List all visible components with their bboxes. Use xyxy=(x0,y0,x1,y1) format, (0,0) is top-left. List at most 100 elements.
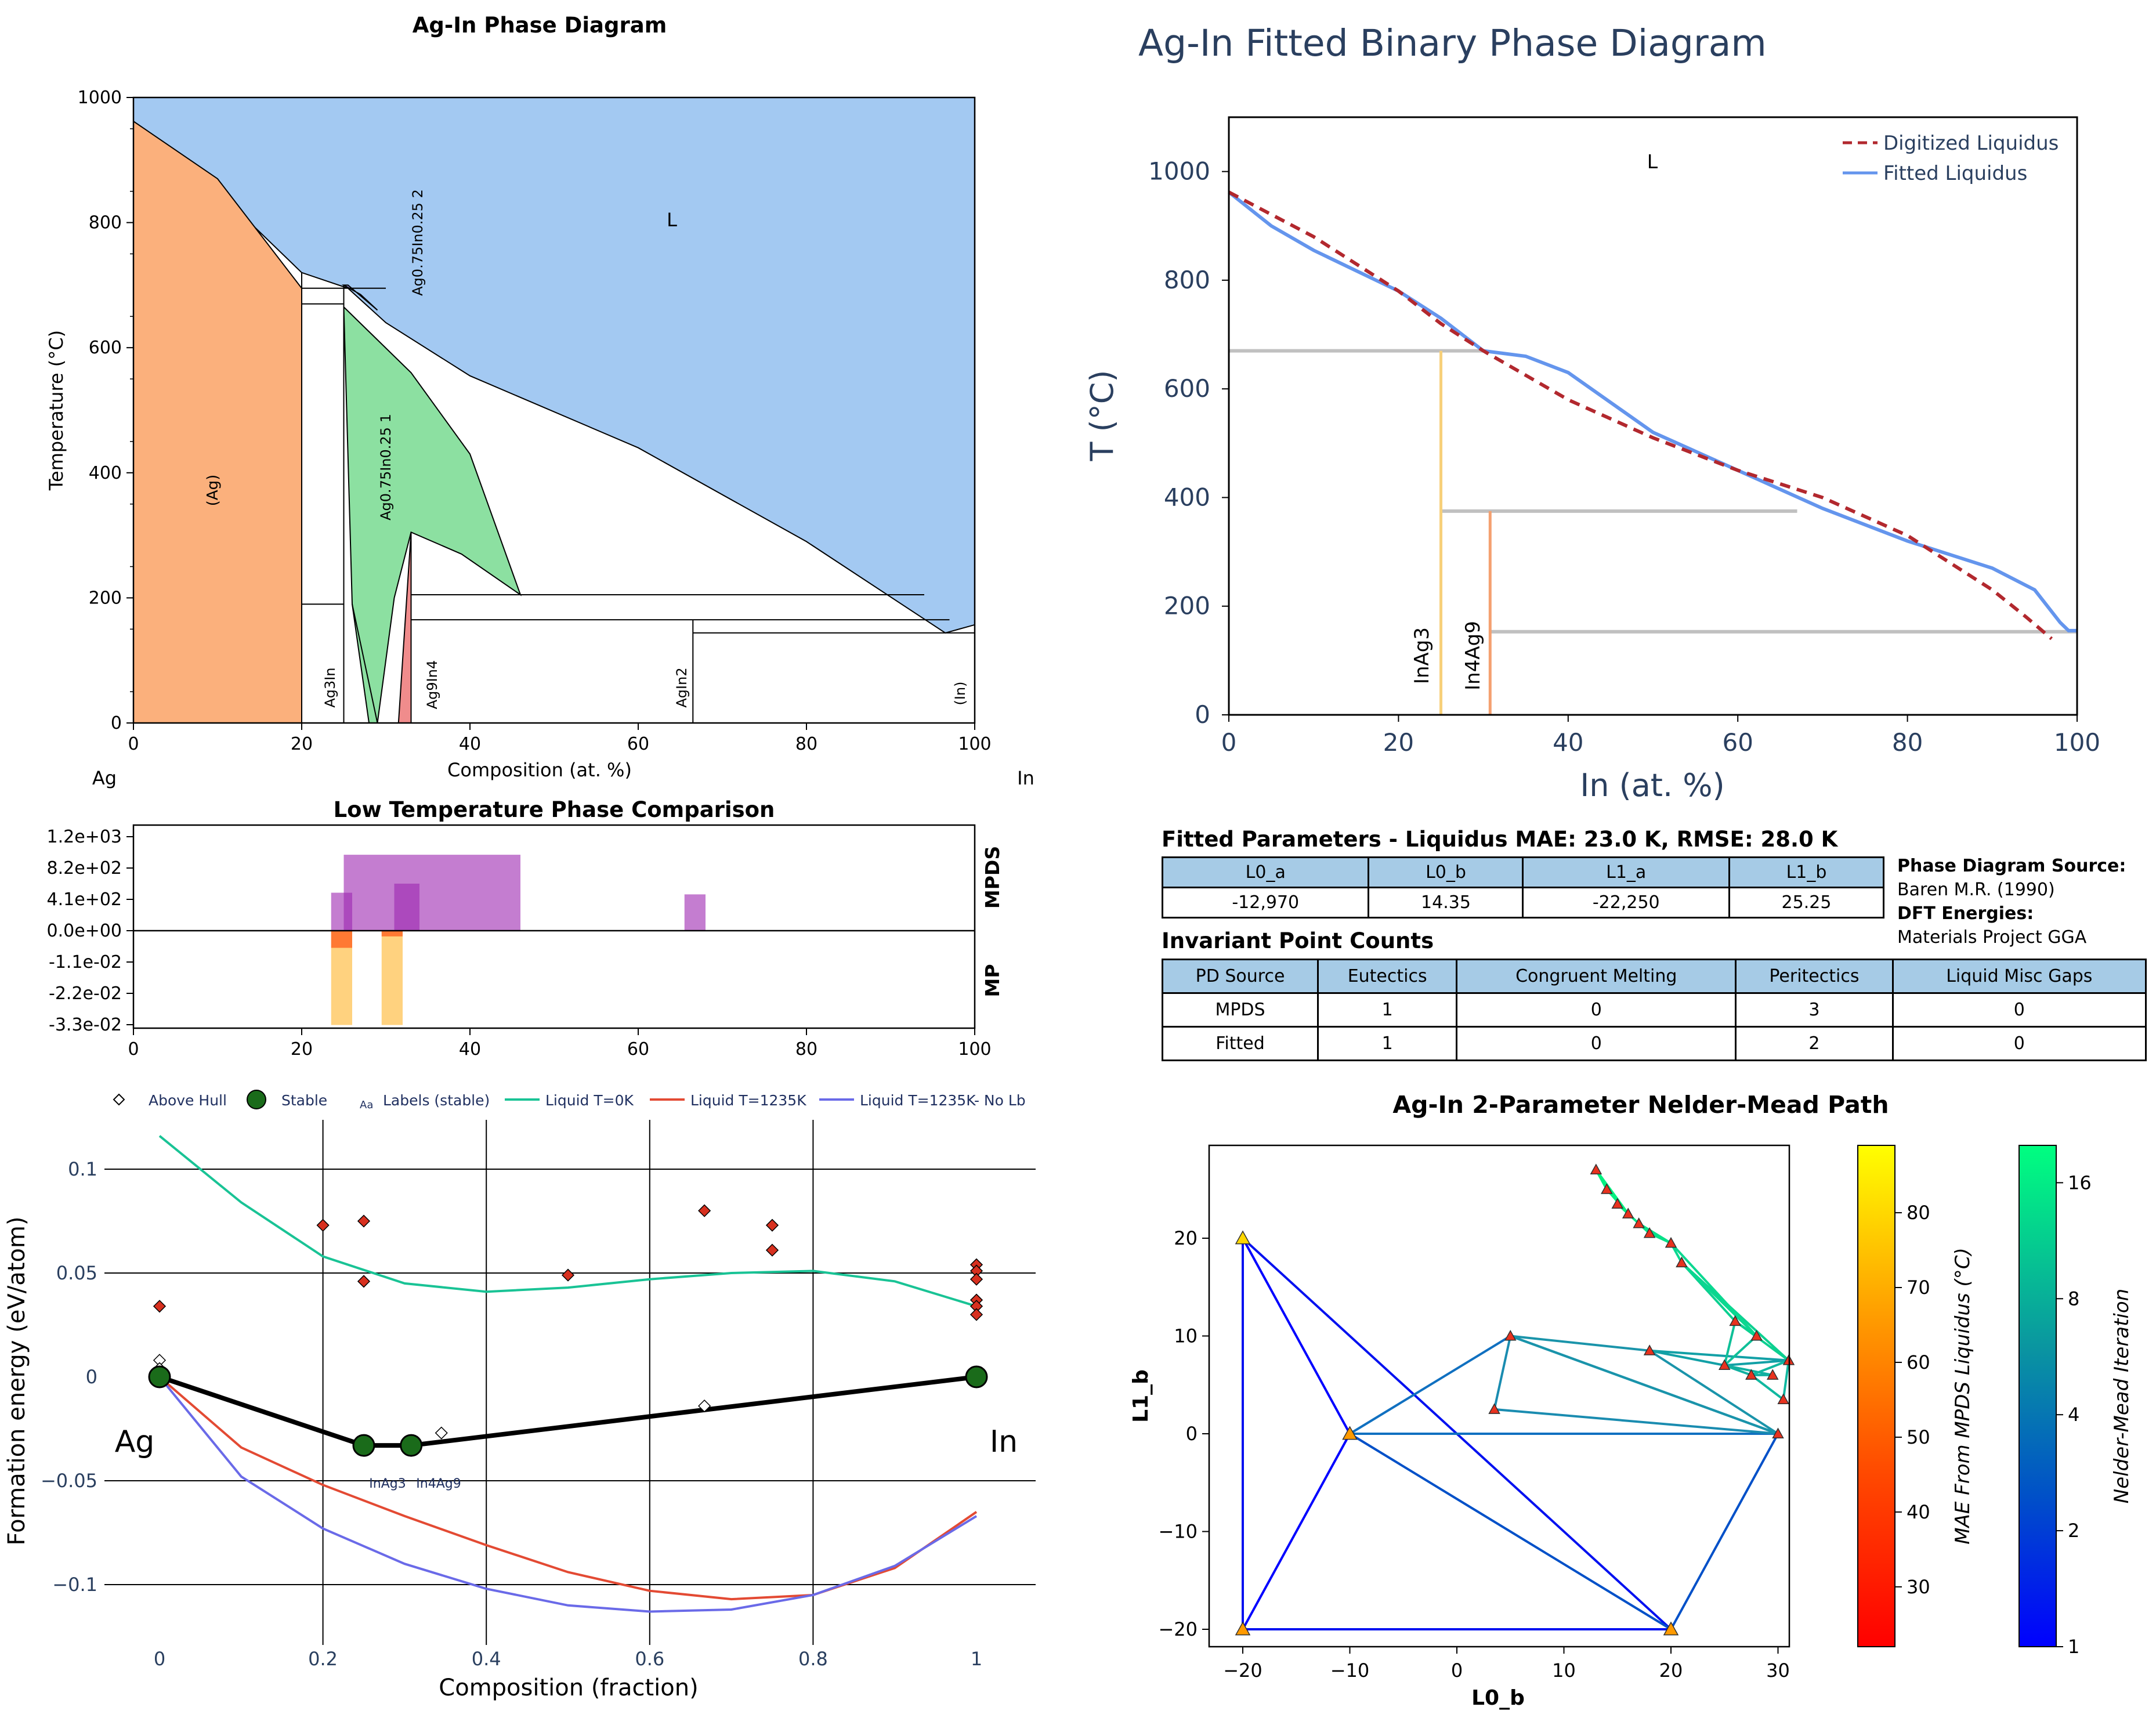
x-tick-label: −20 xyxy=(1223,1659,1263,1682)
phase-diagram-xlabel: Composition (at. %) xyxy=(447,759,632,781)
above-hull-marker xyxy=(316,1218,330,1232)
above-hull-marker xyxy=(765,1218,779,1232)
y-tick-label: -2.2e-02 xyxy=(49,983,122,1004)
y-tick-label: 1000 xyxy=(1148,157,1210,186)
fitted-xlabel: In (at. %) xyxy=(1580,767,1724,804)
legend-digitized: Digitized Liquidus xyxy=(1883,132,2059,155)
mp-bar xyxy=(381,931,403,1025)
above-hull-marker xyxy=(357,1275,371,1288)
x-tick-label: 0.2 xyxy=(308,1648,338,1670)
invariants-header: Congruent Melting xyxy=(1456,959,1737,994)
y-tick-label: 10 xyxy=(1174,1325,1198,1347)
hull-right-label: In xyxy=(990,1424,1018,1459)
region-label-ag3in: Ag3In xyxy=(322,667,338,707)
fitted-frame xyxy=(1228,116,2078,716)
x-tick-label: 40 xyxy=(459,1039,481,1060)
above-hull-marker xyxy=(153,1300,167,1313)
above-hull-marker xyxy=(698,1400,711,1413)
nm-plot: −20 −10 0 10 20 30 20 10 0 −10 −20 xyxy=(1158,1163,1795,1682)
hull-legend: Above Hull Stable Aa Labels (stable) Liq… xyxy=(113,1090,1026,1111)
x-tick-label: 20 xyxy=(291,734,313,754)
vertex-marker xyxy=(1643,1227,1656,1238)
fitted-ylabel: T (°C) xyxy=(1084,370,1120,462)
params-title: Fitted Parameters - Liquidus MAE: 23.0 K… xyxy=(1162,827,1838,852)
colorbar-tick-label: 2 xyxy=(2068,1520,2079,1542)
colorbar-tick-label: 60 xyxy=(1907,1351,1930,1373)
vertex-marker xyxy=(1766,1369,1779,1380)
y-tick-label: 4.1e+02 xyxy=(47,889,122,910)
x-tick-label: 80 xyxy=(795,734,817,754)
y-tick-label: 800 xyxy=(1164,266,1210,294)
colorbar-tick-label: 40 xyxy=(1907,1501,1930,1523)
iteration-colorbar-label: Nelder-Mead Iteration xyxy=(2110,1289,2133,1503)
invariants-header-row: PD Source Eutectics Congruent Melting Pe… xyxy=(1161,959,2147,994)
y-tick-label: 1.2e+03 xyxy=(47,827,122,847)
above-hull-marker xyxy=(698,1204,711,1217)
invariants-header: Eutectics xyxy=(1317,959,1458,994)
mpds-bar xyxy=(394,883,419,931)
y-tick-label: 200 xyxy=(89,588,122,608)
y-tick-label: 200 xyxy=(1164,592,1210,620)
digitized-liquidus xyxy=(1228,190,2053,641)
x-tick-label: 100 xyxy=(2054,728,2100,757)
hull-panel: Above Hull Stable Aa Labels (stable) Liq… xyxy=(3,1090,1036,1701)
params-value: 25.25 xyxy=(1728,887,1885,919)
x-tick-label: 60 xyxy=(1722,728,1753,757)
vertex-marker xyxy=(1504,1329,1517,1341)
legend-labels-marker: Aa xyxy=(360,1099,373,1111)
mpds-bar xyxy=(331,892,352,931)
params-value-row: -12,970 14.35 -22,250 25.25 xyxy=(1161,887,1885,919)
invariants-cell: 0 xyxy=(1456,992,1737,1028)
above-hull-marker xyxy=(970,1308,983,1321)
x-tick-label: 20 xyxy=(1659,1659,1683,1682)
legend-liq1235: Liquid T=1235K xyxy=(690,1092,806,1109)
params-header: L0_a xyxy=(1161,856,1370,888)
pd-source-label: Phase Diagram Source: xyxy=(1897,856,2126,876)
hull-plot: 0 0.2 0.4 0.6 0.8 1 0.1 0.05 0 −0.05 −0.1 xyxy=(41,1120,1036,1670)
legend-labels-stable: Labels (stable) xyxy=(383,1092,490,1109)
phase-region xyxy=(341,284,378,311)
vertex-marker xyxy=(1772,1427,1784,1438)
y-tick-label: 0.05 xyxy=(56,1262,97,1284)
comparison-frame xyxy=(132,824,976,1029)
nm-xlabel: L0_b xyxy=(1471,1686,1525,1710)
y-tick-label: 0 xyxy=(1186,1423,1198,1445)
legend-fitted: Fitted Liquidus xyxy=(1883,162,2027,185)
y-tick-label: 1000 xyxy=(78,88,122,108)
invariants-table: PD Source Eutectics Congruent Melting Pe… xyxy=(1161,959,2147,1061)
colorbar-tick-label: 50 xyxy=(1907,1426,1930,1448)
y-tick-label: 400 xyxy=(89,463,122,483)
x-tick-label: 60 xyxy=(627,734,649,754)
phase-diagram-title: Ag-In Phase Diagram xyxy=(413,13,667,38)
x-tick-label: 40 xyxy=(1553,728,1583,757)
x-tick-label: 0.4 xyxy=(472,1648,501,1670)
vertex-marker xyxy=(1665,1236,1677,1248)
y-tick-label: 20 xyxy=(1174,1227,1198,1249)
comparison-panel: Low Temperature Phase Comparison 1.2e+03… xyxy=(47,797,1004,1060)
x-tick-label: 80 xyxy=(795,1039,817,1060)
x-tick-label: −10 xyxy=(1330,1659,1370,1682)
invariants-cell: 0 xyxy=(1456,1026,1737,1061)
vertex-marker xyxy=(1488,1403,1500,1414)
fitted-legend: Digitized Liquidus Fitted Liquidus xyxy=(1843,132,2059,185)
invariants-cell: 2 xyxy=(1735,1026,1894,1061)
colorbar-tick-label: 4 xyxy=(2068,1404,2079,1426)
x-tick-label: 0.6 xyxy=(635,1648,664,1670)
y-tick-label: 800 xyxy=(89,213,122,233)
liquid-curve xyxy=(158,1135,977,1308)
simplex-triangle xyxy=(1345,1335,1779,1435)
mpds-label: MPDS xyxy=(981,846,1004,909)
fitted-panel: Ag-In Fitted Binary Phase Diagram 0 20 40 6… xyxy=(1084,22,2100,804)
fitted-liquidus xyxy=(1228,190,2077,632)
y-tick-label: 600 xyxy=(1164,374,1210,403)
invariants-header: PD Source xyxy=(1161,959,1319,994)
nm-panel: Ag-In 2-Parameter Nelder-Mead Path −20 −1… xyxy=(1129,1091,2133,1710)
region-label-in: (In) xyxy=(952,681,968,705)
x-tick-label: 10 xyxy=(1552,1659,1576,1682)
mae-colorbar xyxy=(1857,1145,1895,1647)
params-header: L1_a xyxy=(1522,856,1730,888)
legend-stable-marker xyxy=(247,1090,266,1109)
fitted-liquid-label: L xyxy=(1647,150,1658,173)
